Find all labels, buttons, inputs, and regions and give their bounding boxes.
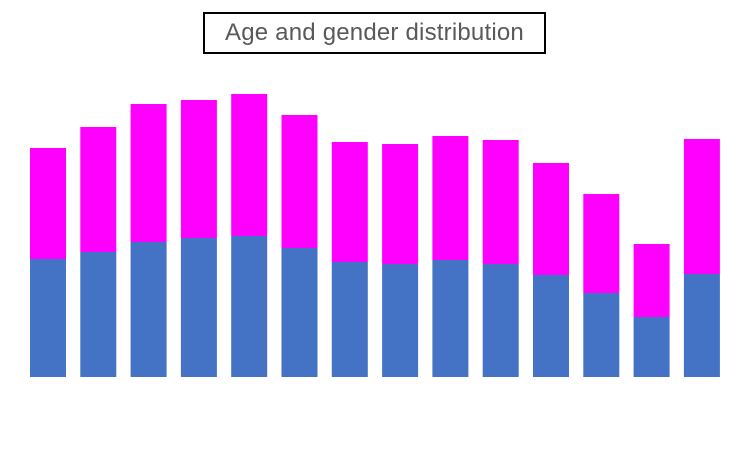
- chart-title: Age and gender distribution: [225, 19, 524, 46]
- bar-top-6: [281, 115, 318, 248]
- bar-top-8: [382, 144, 419, 264]
- chart-title-box: Age and gender distribution: [203, 12, 546, 54]
- bar-bottom-9: [432, 260, 469, 377]
- bar-bottom-5: [231, 236, 268, 377]
- bar-top-3: [130, 104, 167, 242]
- bar-bottom-7: [331, 262, 368, 377]
- bar-top-12: [583, 194, 620, 293]
- bar-top-13: [633, 244, 670, 317]
- bar-bottom-12: [583, 293, 620, 377]
- bar-bottom-6: [281, 248, 318, 377]
- bar-bottom-14: [683, 274, 720, 377]
- bar-bottom-4: [180, 238, 217, 377]
- bar-bottom-3: [130, 242, 167, 377]
- bar-top-4: [180, 100, 217, 238]
- bar-bottom-10: [482, 264, 519, 377]
- bar-bottom-11: [533, 275, 569, 377]
- bar-bottom-1: [30, 259, 66, 377]
- bars-group: [30, 94, 720, 377]
- bar-top-5: [231, 94, 268, 236]
- bar-top-14: [683, 139, 720, 274]
- bar-bottom-8: [382, 264, 419, 377]
- bar-bottom-2: [80, 252, 117, 377]
- bar-top-9: [432, 136, 469, 260]
- bar-top-1: [30, 148, 66, 259]
- bar-top-11: [533, 163, 569, 275]
- bar-top-10: [482, 140, 519, 264]
- bar-top-2: [80, 127, 117, 252]
- bar-bottom-13: [633, 317, 670, 377]
- bar-top-7: [331, 142, 368, 262]
